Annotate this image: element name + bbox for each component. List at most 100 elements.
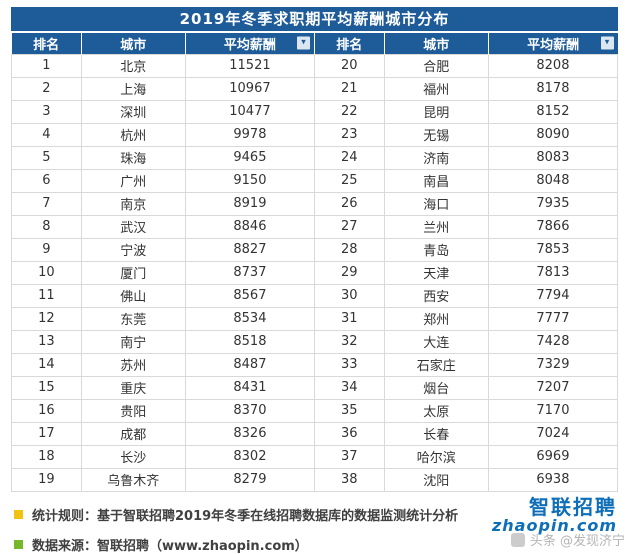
city-cell: 福州 bbox=[383, 76, 489, 101]
header-salary-left: 平均薪酬 ▾ bbox=[185, 33, 315, 54]
footer-notes: 统计规则：基于智联招聘2019年冬季在线招聘数据库的数据监测统计分析 数据来源：… bbox=[11, 505, 618, 554]
salary-cell: 7777 bbox=[487, 306, 619, 331]
header-salary-label: 平均薪酬 bbox=[527, 37, 580, 53]
rank-cell: 19 bbox=[11, 467, 82, 492]
sort-icon: ▾ bbox=[600, 36, 614, 50]
city-cell: 无锡 bbox=[383, 122, 489, 147]
rank-cell: 28 bbox=[313, 237, 385, 262]
rank-cell: 23 bbox=[313, 122, 385, 147]
salary-cell: 8279 bbox=[184, 467, 315, 492]
header-salary-label: 平均薪酬 bbox=[223, 37, 276, 53]
salary-cell: 9150 bbox=[184, 168, 315, 193]
city-cell: 昆明 bbox=[383, 99, 489, 124]
salary-cell: 7866 bbox=[487, 214, 619, 239]
rank-cell: 27 bbox=[313, 214, 385, 239]
salary-cell: 7329 bbox=[487, 352, 619, 377]
city-cell: 苏州 bbox=[80, 352, 186, 377]
city-cell: 乌鲁木齐 bbox=[80, 467, 186, 492]
header-rank-left: 排名 bbox=[11, 33, 82, 54]
rank-cell: 12 bbox=[11, 306, 82, 331]
city-cell: 广州 bbox=[80, 168, 186, 193]
city-cell: 太原 bbox=[383, 398, 489, 423]
stat-rule-text: 统计规则：基于智联招聘2019年冬季在线招聘数据库的数据监测统计分析 bbox=[32, 508, 459, 524]
toutiao-icon bbox=[510, 532, 525, 547]
rank-cell: 18 bbox=[11, 444, 82, 469]
header-rank-label: 排名 bbox=[33, 37, 60, 53]
salary-cell: 8302 bbox=[184, 444, 315, 469]
header-salary-right: 平均薪酬 ▾ bbox=[488, 33, 618, 54]
salary-cell: 8208 bbox=[487, 53, 619, 78]
salary-table: 排名 城市 平均薪酬 ▾ 排名 城市 平均薪酬 ▾ bbox=[11, 33, 619, 492]
city-cell: 上海 bbox=[80, 76, 186, 101]
salary-cell: 8178 bbox=[487, 76, 619, 101]
page-title: 2019年冬季求职期平均薪酬城市分布 bbox=[11, 7, 618, 31]
salary-cell: 6969 bbox=[487, 444, 619, 469]
rank-cell: 24 bbox=[313, 145, 385, 170]
header-row: 排名 城市 平均薪酬 ▾ 排名 城市 平均薪酬 ▾ bbox=[11, 33, 618, 54]
salary-cell: 6938 bbox=[487, 467, 619, 492]
rank-cell: 31 bbox=[313, 306, 385, 331]
city-cell: 东莞 bbox=[80, 306, 186, 331]
salary-cell: 9465 bbox=[184, 145, 315, 170]
rank-cell: 17 bbox=[11, 421, 82, 446]
city-cell: 天津 bbox=[383, 260, 489, 285]
logo-domain-text: zhaopin.com bbox=[491, 516, 617, 536]
salary-cell: 10967 bbox=[184, 76, 315, 101]
salary-cell: 8827 bbox=[184, 237, 315, 262]
table-row: 18 长沙 8302 37 哈尔滨 6969 bbox=[11, 444, 619, 469]
rank-cell: 1 bbox=[11, 53, 82, 78]
city-cell: 沈阳 bbox=[383, 467, 489, 492]
table-row: 16 贵阳 8370 35 太原 7170 bbox=[11, 398, 619, 423]
city-cell: 长沙 bbox=[80, 444, 186, 469]
city-cell: 佛山 bbox=[80, 283, 186, 308]
salary-cell: 8846 bbox=[184, 214, 315, 239]
city-cell: 哈尔滨 bbox=[383, 444, 489, 469]
table-row: 5 珠海 9465 24 济南 8083 bbox=[11, 145, 619, 170]
city-cell: 合肥 bbox=[383, 53, 489, 78]
watermark-text: 头条 @发现济宁 bbox=[529, 534, 625, 549]
yellow-bullet-icon bbox=[14, 509, 23, 519]
rank-cell: 38 bbox=[313, 467, 385, 492]
city-cell: 重庆 bbox=[80, 375, 186, 400]
rank-cell: 6 bbox=[11, 168, 82, 193]
salary-cell: 8567 bbox=[184, 283, 315, 308]
city-cell: 杭州 bbox=[80, 122, 186, 147]
city-cell: 北京 bbox=[80, 53, 186, 78]
salary-cell: 7794 bbox=[487, 283, 619, 308]
rank-cell: 11 bbox=[11, 283, 82, 308]
rank-cell: 22 bbox=[313, 99, 385, 124]
table-row: 12 东莞 8534 31 郑州 7777 bbox=[11, 306, 619, 331]
table-row: 7 南京 8919 26 海口 7935 bbox=[11, 191, 619, 216]
table-row: 19 乌鲁木齐 8279 38 沈阳 6938 bbox=[11, 467, 619, 492]
salary-cell: 8090 bbox=[487, 122, 619, 147]
city-cell: 南京 bbox=[80, 191, 186, 216]
salary-cell: 7935 bbox=[487, 191, 619, 216]
city-cell: 海口 bbox=[383, 191, 489, 216]
salary-cell: 7853 bbox=[487, 237, 619, 262]
salary-cell: 10477 bbox=[184, 99, 315, 124]
rank-cell: 36 bbox=[313, 421, 385, 446]
rank-cell: 14 bbox=[11, 352, 82, 377]
rank-cell: 10 bbox=[11, 260, 82, 285]
sort-icon: ▾ bbox=[296, 36, 310, 50]
rank-cell: 7 bbox=[11, 191, 82, 216]
city-cell: 兰州 bbox=[383, 214, 489, 239]
table-row: 4 杭州 9978 23 无锡 8090 bbox=[11, 122, 619, 147]
table-row: 15 重庆 8431 34 烟台 7207 bbox=[11, 375, 619, 400]
rank-cell: 20 bbox=[313, 53, 385, 78]
rank-cell: 25 bbox=[313, 168, 385, 193]
header-city-left: 城市 bbox=[81, 33, 186, 54]
data-source-note: 数据来源：智联招聘（www.zhaopin.com） bbox=[14, 535, 618, 554]
header-city-label: 城市 bbox=[423, 37, 450, 53]
rank-cell: 32 bbox=[313, 329, 385, 354]
salary-cell: 7207 bbox=[487, 375, 619, 400]
salary-cell: 8737 bbox=[184, 260, 315, 285]
salary-cell: 8152 bbox=[487, 99, 619, 124]
city-cell: 深圳 bbox=[80, 99, 186, 124]
rank-cell: 21 bbox=[313, 76, 385, 101]
city-cell: 大连 bbox=[383, 329, 489, 354]
city-cell: 成都 bbox=[80, 421, 186, 446]
green-bullet-icon bbox=[14, 539, 23, 549]
city-cell: 西安 bbox=[383, 283, 489, 308]
city-cell: 石家庄 bbox=[383, 352, 489, 377]
